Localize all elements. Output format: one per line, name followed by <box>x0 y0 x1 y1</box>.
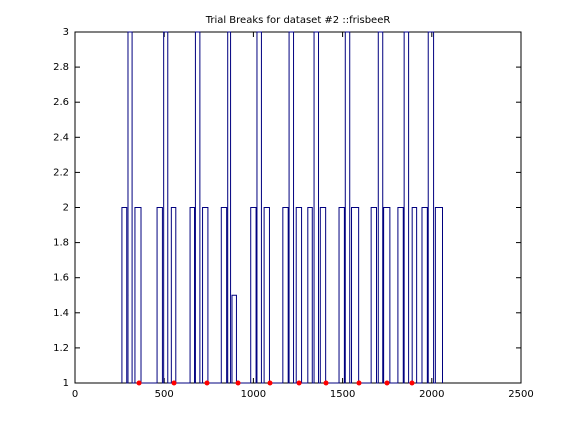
y-tick-label: 2.4 <box>53 132 69 143</box>
x-tick-label: 1500 <box>330 389 355 400</box>
y-tick-label: 1.8 <box>53 238 69 249</box>
marker <box>204 380 210 386</box>
y-tick-label: 2.2 <box>53 167 69 178</box>
y-tick-label: 1.4 <box>53 308 69 319</box>
marker <box>296 380 302 386</box>
marker <box>267 380 273 386</box>
x-tick-label: 2500 <box>508 389 533 400</box>
chart-title: Trial Breaks for dataset #2 ::frisbeeR <box>205 15 391 26</box>
marker <box>356 380 362 386</box>
x-tick-label: 2000 <box>419 389 444 400</box>
marker <box>136 380 142 386</box>
y-tick-label: 1 <box>63 378 69 389</box>
marker <box>384 380 390 386</box>
marker <box>171 380 177 386</box>
y-tick-label: 1.6 <box>53 273 69 284</box>
y-tick-label: 3 <box>63 27 69 38</box>
marker <box>323 380 329 386</box>
y-tick-label: 2.8 <box>53 62 69 73</box>
y-tick-label: 1.2 <box>53 343 69 354</box>
x-tick-label: 0 <box>72 389 78 400</box>
y-tick-label: 2.6 <box>53 97 69 108</box>
marker <box>409 380 415 386</box>
y-tick-label: 2 <box>63 203 69 214</box>
line <box>121 31 444 384</box>
marker <box>235 380 241 386</box>
x-tick-label: 500 <box>155 389 174 400</box>
x-tick-label: 1000 <box>241 389 266 400</box>
